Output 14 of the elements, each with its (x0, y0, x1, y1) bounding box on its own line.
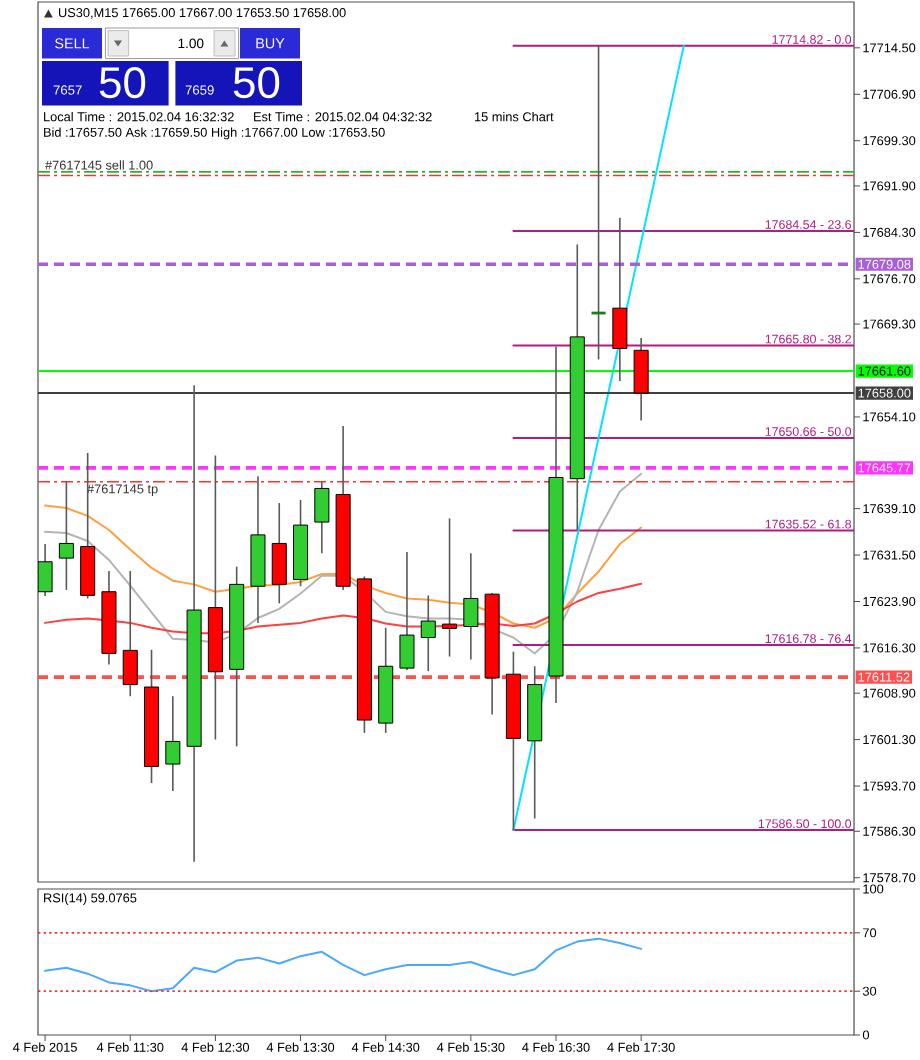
line-series (44, 504, 643, 629)
candlestick (420, 594, 436, 672)
candlestick (122, 570, 138, 698)
candlestick (271, 502, 287, 605)
candlestick (633, 337, 649, 422)
candlestick (58, 480, 74, 591)
candlestick (612, 216, 628, 382)
annotation: 50 (233, 67, 280, 99)
candlestick (399, 551, 415, 671)
candlestick (442, 517, 458, 658)
candlestick (314, 480, 330, 555)
annotation: 50 (99, 67, 146, 99)
candlestick (463, 552, 479, 661)
candlestick (165, 695, 181, 792)
